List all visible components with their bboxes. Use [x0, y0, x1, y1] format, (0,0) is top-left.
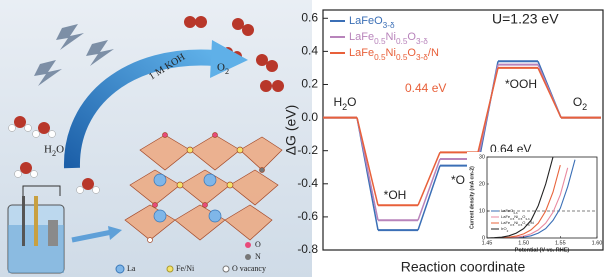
legend-label: O vacancy: [232, 264, 266, 273]
legend-label: LaFe0.5Ni0.5O3-δ/N: [349, 47, 439, 62]
legend-label: La: [127, 264, 136, 273]
x-tick-label: 1.55: [555, 240, 566, 246]
connector: [357, 118, 378, 206]
state-label: *OOH: [505, 77, 537, 91]
state-label: *O: [451, 173, 465, 187]
y-tick-label: 20: [479, 181, 485, 187]
y-tick-label: 0.2: [301, 77, 318, 91]
y-tick-label: -0.4: [297, 176, 318, 190]
y-tick-label: -0.8: [297, 242, 318, 256]
state-label: H2O: [333, 95, 356, 112]
figure: O2 1 M KOH H2O O: [0, 0, 611, 277]
y-tick-label: -0.6: [297, 209, 318, 223]
annotation: U=1.23 eV: [492, 11, 559, 27]
connector: [478, 68, 498, 152]
legend-dot: [245, 254, 251, 260]
legend-label: O: [255, 240, 261, 249]
connector: [538, 68, 561, 118]
y-tick-label: 0.4: [301, 44, 318, 58]
legend-label: Fe/Ni: [176, 264, 195, 273]
inset-chart: LaFeO3-δLaFe0.5Ni0.5O3-δLaFe0.5Ni0.5O3-δ…: [467, 152, 602, 253]
x-tick-label: 1.60: [592, 240, 603, 246]
crystal: [125, 133, 282, 243]
y-tick-label: -0.2: [297, 143, 318, 157]
y-tick-label: 0.6: [301, 10, 318, 24]
legend-dot: [116, 265, 124, 273]
legend-label: N: [255, 252, 261, 261]
y-tick-label: 0.0: [301, 110, 318, 124]
x-axis-label: Reaction coordinate: [401, 259, 526, 275]
legend-dot: [223, 266, 229, 272]
annotation: 0.44 eV: [405, 81, 446, 95]
legend-dot: [167, 266, 173, 272]
illustration: O2 1 M KOH H2O O: [0, 0, 312, 277]
x-tick-label: 1.45: [482, 240, 493, 246]
state-label: *OH: [384, 188, 407, 202]
y-tick-label: 10: [479, 208, 485, 214]
legend-label: LaFe0.5Ni0.5O3-δ: [349, 31, 428, 46]
x-axis-label: Potential (V vs. RHE): [515, 247, 570, 253]
connector: [418, 159, 440, 220]
y-axis-label: Current density (mA cm-2): [469, 166, 475, 229]
legend-label: LaFeO3-δ: [349, 15, 395, 30]
x-tick-label: 1.50: [518, 240, 529, 246]
y-axis-label: ΔG (eV): [283, 105, 299, 156]
legend-dot: [245, 242, 251, 248]
y-tick-label: 30: [479, 154, 485, 160]
state-label: O2: [573, 95, 587, 112]
